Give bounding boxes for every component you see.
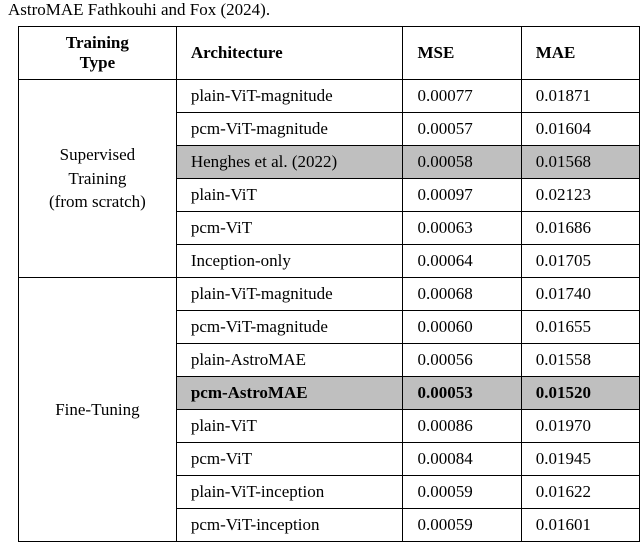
mae-cell: 0.01686 [521, 212, 639, 245]
mse-cell: 0.00097 [403, 179, 521, 212]
mae-cell: 0.01604 [521, 113, 639, 146]
training-type-cell: Fine-Tuning [19, 278, 177, 542]
training-type-line: (from scratch) [33, 190, 162, 214]
architecture-cell: plain-ViT-magnitude [176, 278, 403, 311]
architecture-cell: Inception-only [176, 245, 403, 278]
table-header-row: TrainingType Architecture MSE MAE [19, 27, 640, 80]
architecture-cell: plain-AstroMAE [176, 344, 403, 377]
mse-cell: 0.00077 [403, 80, 521, 113]
architecture-cell: plain-ViT [176, 179, 403, 212]
architecture-cell: plain-ViT [176, 410, 403, 443]
mse-cell: 0.00057 [403, 113, 521, 146]
architecture-cell: pcm-AstroMAE [176, 377, 403, 410]
mse-cell: 0.00053 [403, 377, 521, 410]
training-type-line: Training [33, 167, 162, 191]
mae-cell: 0.01945 [521, 443, 639, 476]
architecture-cell: pcm-ViT-magnitude [176, 311, 403, 344]
architecture-cell: Henghes et al. (2022) [176, 146, 403, 179]
table-row: SupervisedTraining(from scratch)plain-Vi… [19, 80, 640, 113]
col-training-type-line: Type [33, 53, 162, 73]
training-type-line: Supervised [33, 143, 162, 167]
table-body: SupervisedTraining(from scratch)plain-Vi… [19, 80, 640, 542]
mae-cell: 0.01705 [521, 245, 639, 278]
mae-cell: 0.02123 [521, 179, 639, 212]
training-type-line: Fine-Tuning [33, 398, 162, 422]
mae-cell: 0.01655 [521, 311, 639, 344]
mse-cell: 0.00058 [403, 146, 521, 179]
col-training-type: TrainingType [19, 27, 177, 80]
table-row: Fine-Tuningplain-ViT-magnitude0.000680.0… [19, 278, 640, 311]
mae-cell: 0.01970 [521, 410, 639, 443]
mae-cell: 0.01520 [521, 377, 639, 410]
mse-cell: 0.00063 [403, 212, 521, 245]
mse-cell: 0.00064 [403, 245, 521, 278]
col-architecture: Architecture [176, 27, 403, 80]
table-caption: AstroMAE Fathkouhi and Fox (2024). [0, 0, 640, 26]
architecture-cell: pcm-ViT [176, 212, 403, 245]
mae-cell: 0.01601 [521, 509, 639, 542]
mse-cell: 0.00059 [403, 509, 521, 542]
col-mse: MSE [403, 27, 521, 80]
mse-cell: 0.00084 [403, 443, 521, 476]
architecture-cell: pcm-ViT-inception [176, 509, 403, 542]
architecture-cell: pcm-ViT [176, 443, 403, 476]
architecture-cell: plain-ViT-magnitude [176, 80, 403, 113]
mse-cell: 0.00060 [403, 311, 521, 344]
mae-cell: 0.01622 [521, 476, 639, 509]
col-training-type-line: Training [33, 33, 162, 53]
mse-cell: 0.00056 [403, 344, 521, 377]
architecture-cell: plain-ViT-inception [176, 476, 403, 509]
mse-cell: 0.00068 [403, 278, 521, 311]
mse-cell: 0.00086 [403, 410, 521, 443]
mae-cell: 0.01871 [521, 80, 639, 113]
mae-cell: 0.01740 [521, 278, 639, 311]
mse-cell: 0.00059 [403, 476, 521, 509]
mae-cell: 0.01568 [521, 146, 639, 179]
results-table: TrainingType Architecture MSE MAE Superv… [18, 26, 640, 542]
architecture-cell: pcm-ViT-magnitude [176, 113, 403, 146]
col-mae: MAE [521, 27, 639, 80]
mae-cell: 0.01558 [521, 344, 639, 377]
training-type-cell: SupervisedTraining(from scratch) [19, 80, 177, 278]
